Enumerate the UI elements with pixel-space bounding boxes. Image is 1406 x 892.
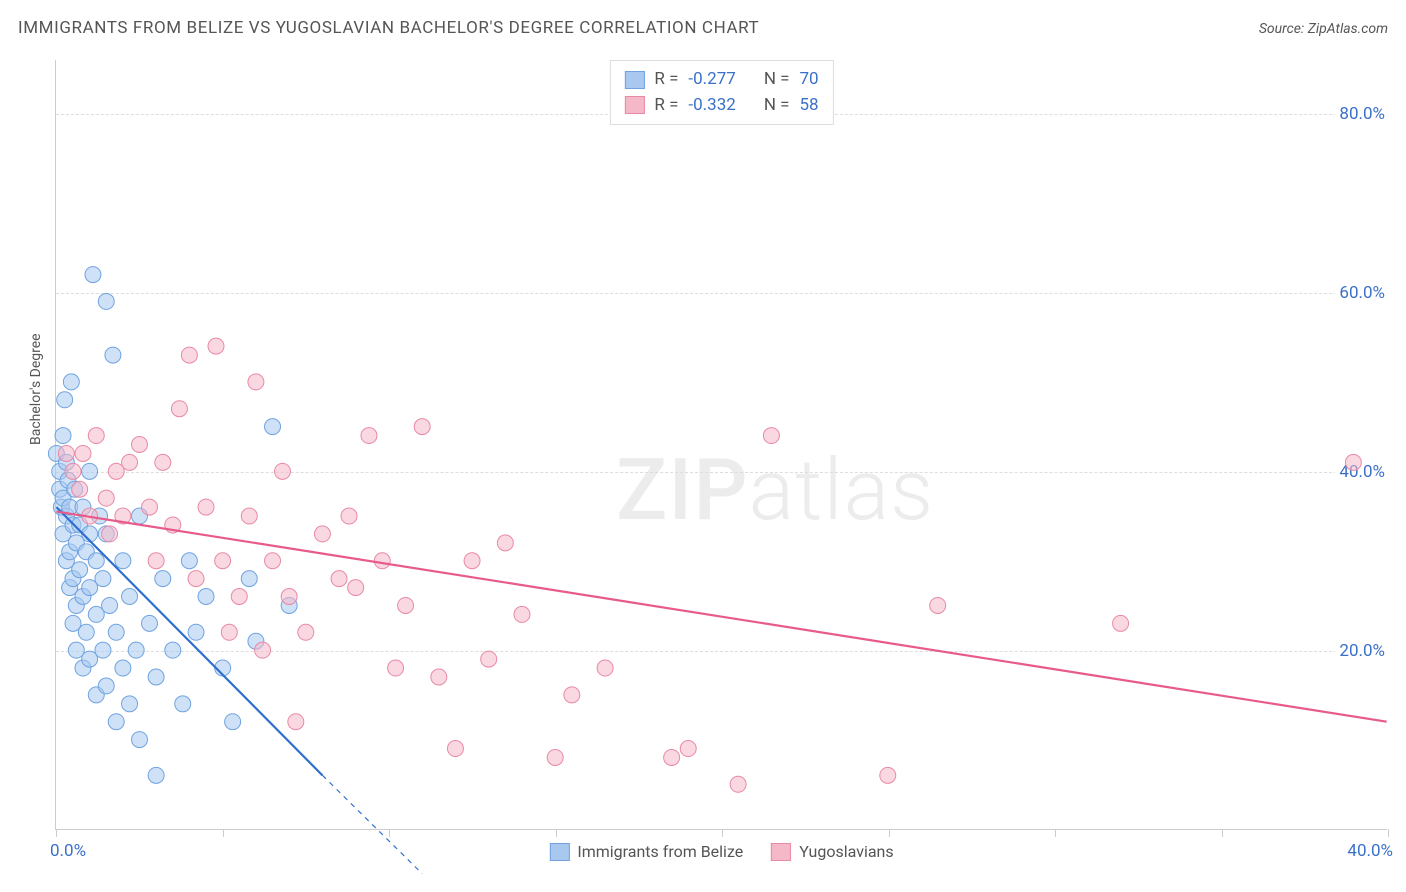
n-label: N = — [764, 93, 790, 119]
legend-label-yugo: Yugoslavians — [799, 842, 893, 861]
n-value-yugo: 58 — [800, 93, 819, 119]
x-tick-label-start: 0.0% — [50, 841, 86, 861]
source-attribution: Source: ZipAtlas.com — [1259, 21, 1388, 37]
stats-row-belize: R = -0.277 N = 70 — [624, 67, 818, 93]
r-value-yugo: -0.332 — [688, 93, 735, 119]
legend-swatch-belize — [549, 843, 569, 861]
stats-row-yugo: R = -0.332 N = 58 — [624, 93, 818, 119]
source-link[interactable]: ZipAtlas.com — [1308, 21, 1388, 37]
legend-label-belize: Immigrants from Belize — [577, 842, 743, 861]
r-label: R = — [654, 67, 678, 93]
source-prefix: Source: — [1259, 21, 1308, 37]
swatch-belize — [624, 71, 644, 89]
n-value-belize: 70 — [800, 67, 819, 93]
x-tick-label-end: 40.0% — [1347, 841, 1393, 861]
stats-box: R = -0.277 N = 70 R = -0.332 N = 58 — [609, 60, 833, 125]
legend: Immigrants from Belize Yugoslavians — [549, 842, 893, 861]
n-label: N = — [764, 67, 790, 93]
plot-area: ZIPatlas 20.0%40.0%60.0%80.0% R = -0.277… — [55, 60, 1387, 830]
title-bar: IMMIGRANTS FROM BELIZE VS YUGOSLAVIAN BA… — [18, 18, 1388, 38]
chart-title: IMMIGRANTS FROM BELIZE VS YUGOSLAVIAN BA… — [18, 18, 759, 38]
y-axis-label: Bachelor's Degree — [28, 333, 44, 445]
legend-item-yugo: Yugoslavians — [771, 842, 893, 861]
legend-item-belize: Immigrants from Belize — [549, 842, 743, 861]
r-label: R = — [654, 93, 678, 119]
legend-swatch-yugo — [771, 843, 791, 861]
r-value-belize: -0.277 — [688, 67, 735, 93]
scatter-svg — [56, 60, 1387, 829]
swatch-yugo — [624, 96, 644, 114]
